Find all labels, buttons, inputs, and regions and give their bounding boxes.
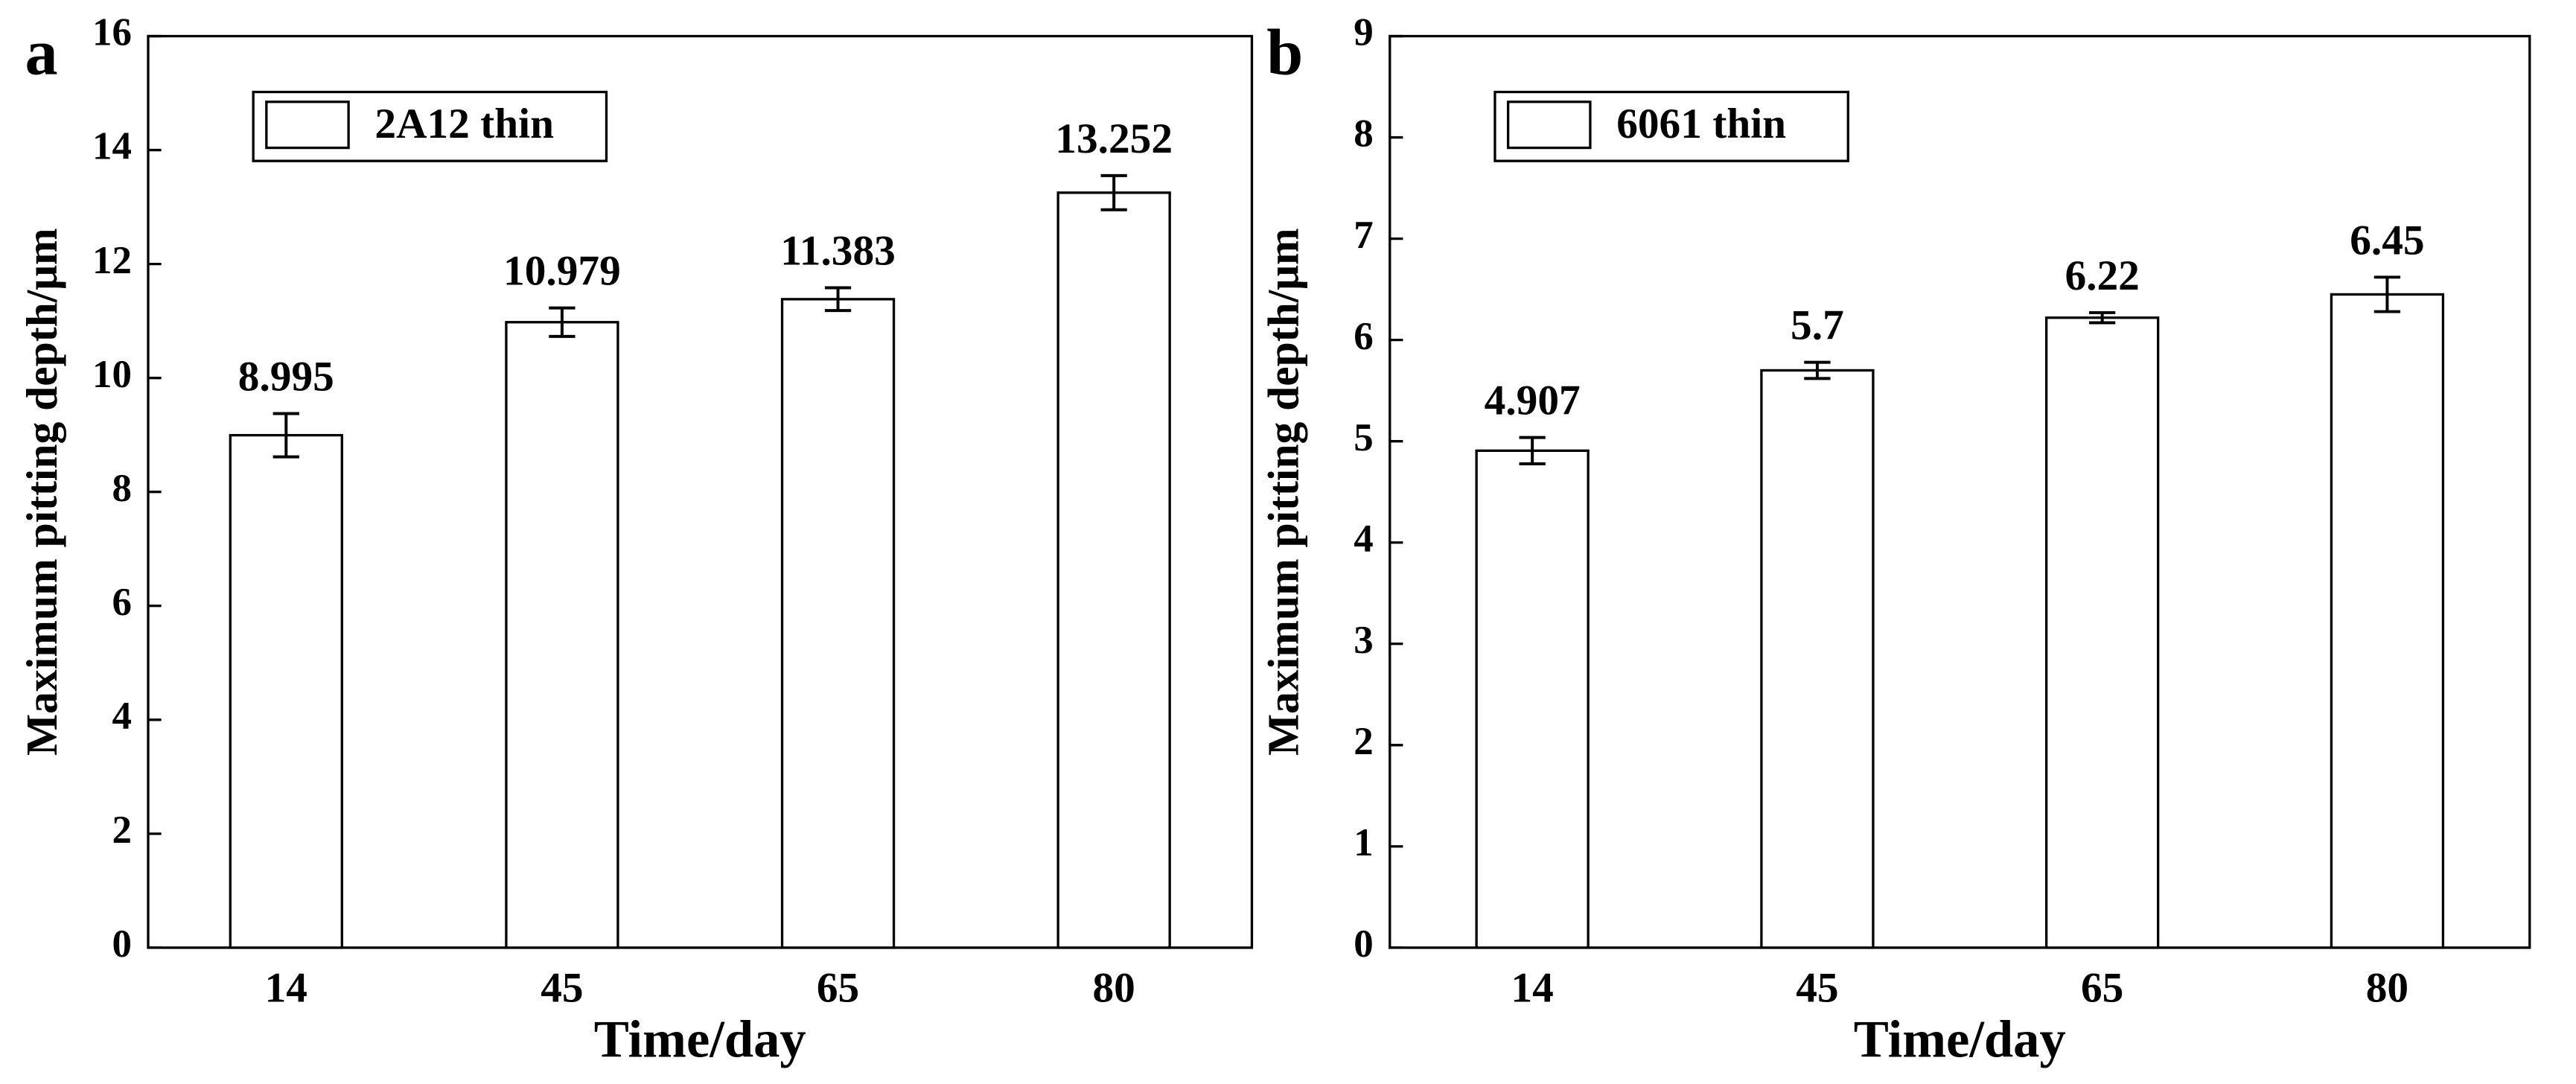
y-tick-label: 5 <box>1354 416 1373 459</box>
value-label: 6.22 <box>2065 252 2139 299</box>
legend-swatch <box>265 101 350 150</box>
value-label: 10.979 <box>503 248 621 295</box>
bar <box>1056 191 1171 949</box>
x-tick-label: 45 <box>1796 965 1838 1012</box>
error-bar <box>2373 275 2401 313</box>
plot-frame <box>1389 34 2531 949</box>
x-axis-title: Time/day <box>594 1010 806 1068</box>
bar <box>2044 316 2160 949</box>
value-label: 5.7 <box>1791 302 1844 349</box>
bar <box>1760 369 1875 949</box>
y-tick-label: 9 <box>1354 11 1373 54</box>
y-tick-label: 0 <box>112 922 131 966</box>
value-label: 11.383 <box>780 228 896 275</box>
y-tick-label: 6 <box>1354 315 1373 358</box>
error-bar <box>272 412 299 459</box>
panel-label: a <box>25 16 58 89</box>
x-tick-label: 14 <box>1511 965 1553 1012</box>
bar <box>2330 293 2445 949</box>
bar <box>229 433 343 949</box>
x-tick-label: 65 <box>2081 965 2123 1012</box>
y-tick-label: 8 <box>112 467 131 510</box>
y-tick-label: 4 <box>1354 517 1373 561</box>
value-label: 6.45 <box>2350 217 2424 264</box>
legend-label: 6061 thin <box>1616 101 1786 147</box>
error-bar <box>1100 173 1127 211</box>
y-axis-title: Maximum pitting depth/μm <box>1259 228 1308 756</box>
y-tick-label: 2 <box>112 809 131 852</box>
y-tick-label: 7 <box>1354 214 1373 257</box>
x-axis-title: Time/day <box>1854 1010 2066 1068</box>
x-tick-label: 45 <box>541 965 583 1012</box>
error-bar <box>1519 436 1546 466</box>
legend-swatch <box>1506 101 1592 150</box>
y-tick-label: 0 <box>1354 922 1373 966</box>
y-tick-label: 16 <box>92 11 132 54</box>
legend-frame <box>1493 90 1849 162</box>
y-tick-label: 8 <box>1354 112 1373 156</box>
value-label: 4.907 <box>1485 377 1581 424</box>
x-tick-label: 80 <box>1092 965 1135 1012</box>
x-tick-label: 80 <box>2366 965 2408 1012</box>
legend-frame <box>252 90 608 162</box>
bar <box>780 298 896 949</box>
panel-label: b <box>1266 16 1303 89</box>
y-tick-label: 3 <box>1354 619 1373 662</box>
y-tick-label: 10 <box>92 353 132 396</box>
y-tick-label: 1 <box>1354 821 1373 864</box>
bar <box>505 321 619 949</box>
y-axis-title: Maximum pitting depth/μm <box>17 228 66 756</box>
y-tick-label: 14 <box>92 125 132 168</box>
legend-label: 2A12 thin <box>374 101 554 147</box>
y-tick-label: 2 <box>1354 720 1373 763</box>
x-tick-label: 65 <box>817 965 859 1012</box>
error-bar <box>824 286 852 313</box>
y-tick-label: 12 <box>92 239 132 282</box>
error-bar <box>2089 310 2116 325</box>
error-bar <box>1804 360 1831 380</box>
error-bar <box>549 306 576 338</box>
value-label: 8.995 <box>238 354 334 401</box>
y-tick-label: 6 <box>112 581 131 624</box>
bar <box>1475 449 1590 949</box>
value-label: 13.252 <box>1055 115 1173 162</box>
y-tick-label: 4 <box>112 695 131 738</box>
x-tick-label: 14 <box>265 965 307 1012</box>
